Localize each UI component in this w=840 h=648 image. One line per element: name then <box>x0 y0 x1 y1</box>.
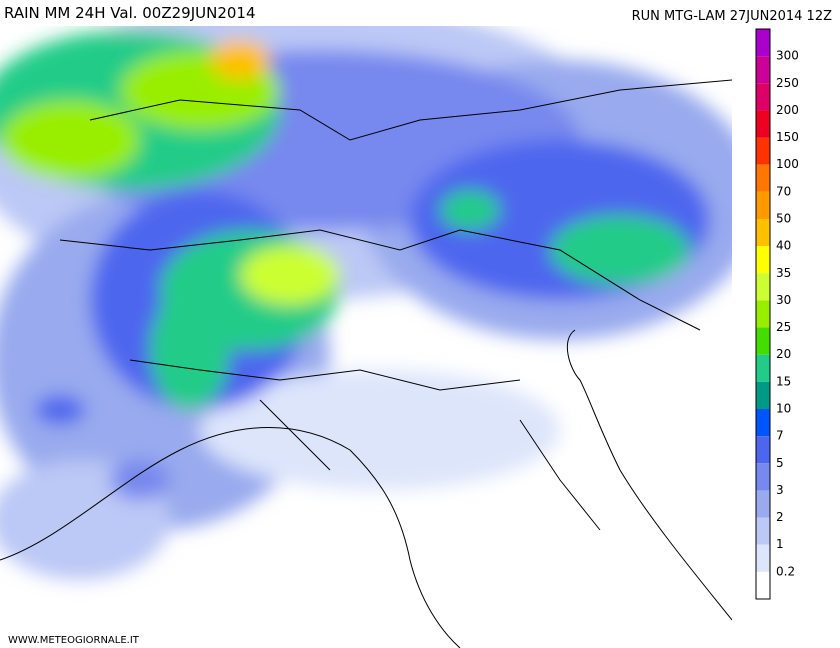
run-info: RUN MTG-LAM 27JUN2014 12Z <box>632 9 832 24</box>
legend-label: 2 <box>776 510 784 524</box>
rain-map <box>0 26 732 648</box>
legend-swatch <box>756 436 770 464</box>
legend-swatch <box>756 517 770 545</box>
legend-swatch <box>756 300 770 328</box>
legend-label: 70 <box>776 184 791 198</box>
legend-label: 30 <box>776 293 791 307</box>
legend-swatch <box>756 463 770 491</box>
legend-label: 10 <box>776 402 791 416</box>
legend-label: 40 <box>776 239 791 253</box>
legend-label: 0.2 <box>776 564 795 578</box>
legend-label: 250 <box>776 76 799 90</box>
legend-swatch <box>756 110 770 138</box>
legend-swatch <box>756 29 770 57</box>
legend-label: 150 <box>776 130 799 144</box>
legend: 300 250 200 150 100 70 50 40 35 30 25 20 15 10 7 5 3 2 1 0.… <box>755 28 799 600</box>
legend-label: 35 <box>776 266 791 280</box>
legend-swatch <box>756 219 770 247</box>
legend-label: 15 <box>776 374 791 388</box>
legend-label: 300 <box>776 49 799 63</box>
legend-swatch <box>756 246 770 274</box>
legend-swatch <box>756 191 770 219</box>
legend-swatch <box>756 83 770 111</box>
legend-swatch <box>756 409 770 437</box>
legend-label: 7 <box>776 429 784 443</box>
legend-swatch <box>756 490 770 518</box>
legend-label: 5 <box>776 456 784 470</box>
legend-swatch <box>756 544 770 572</box>
legend-label: 50 <box>776 212 791 226</box>
legend-swatch <box>756 381 770 409</box>
legend-label: 25 <box>776 320 791 334</box>
credit: WWW.METEOGIORNALE.IT <box>8 635 140 646</box>
legend-label: 1 <box>776 537 784 551</box>
legend-swatch <box>756 137 770 165</box>
legend-swatch <box>756 56 770 84</box>
legend-swatch <box>756 327 770 355</box>
legend-swatch <box>756 273 770 301</box>
legend-swatch <box>756 571 770 599</box>
legend-label: 200 <box>776 103 799 117</box>
legend-label: 20 <box>776 347 791 361</box>
legend-swatch <box>756 164 770 192</box>
legend-swatch <box>756 354 770 382</box>
legend-frame <box>755 28 771 600</box>
legend-label: 3 <box>776 483 784 497</box>
legend-label: 100 <box>776 157 799 171</box>
map-title: RAIN MM 24H Val. 00Z29JUN2014 <box>4 4 256 22</box>
